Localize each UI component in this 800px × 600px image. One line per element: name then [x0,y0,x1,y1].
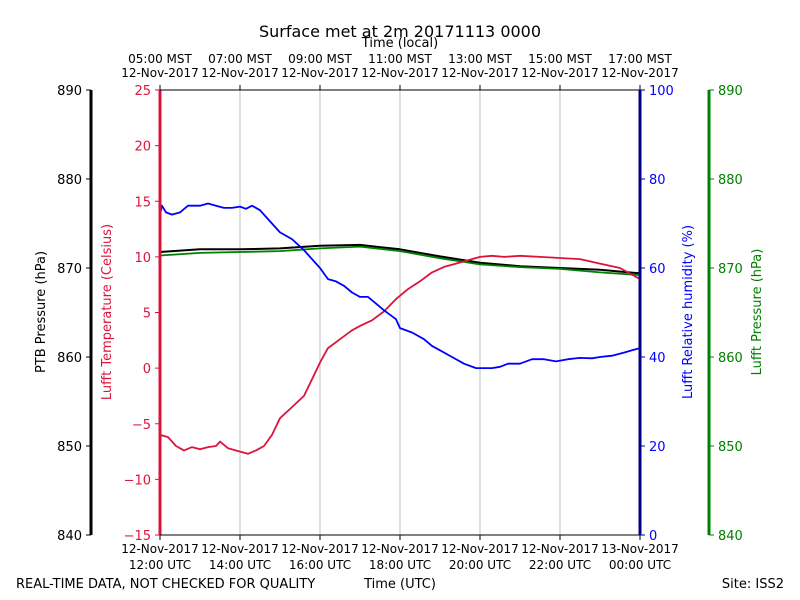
series-line-lufft-pressure [159,245,641,276]
series-line-lufft-temperature [159,254,641,455]
humidity-axis-label: Lufft Relative humidity (%) [681,225,696,399]
humidity-axis-tick-label: 100 [649,84,674,99]
humidity-axis-tick-label: 40 [649,351,666,366]
temperature-axis-tick-label: −15 [124,529,151,544]
bottom-axis-tick-date: 12-Nov-2017 [121,542,199,556]
top-axis-tick-time: 05:00 MST [128,52,192,66]
temperature-axis-tick-label: 20 [134,140,151,155]
footer-quality-note: REAL-TIME DATA, NOT CHECKED FOR QUALITY [16,577,315,592]
ticks-layer: 840 850 860 870 880 890 −15 −10 −5 0 5 10 15 20 25 0 20 4… [57,52,743,572]
lufft-pressure-axis-tick-label: 890 [718,84,743,99]
ptb-pressure-axis-tick-label: 850 [57,440,82,455]
top-axis-tick-date: 12-Nov-2017 [441,66,519,80]
top-axis-tick-date: 12-Nov-2017 [201,66,279,80]
bottom-axis-tick-time: 18:00 UTC [369,558,431,572]
bottom-axis-tick-date: 12-Nov-2017 [281,542,359,556]
top-axis-tick-time: 07:00 MST [208,52,272,66]
lufft-pressure-axis-tick-label: 850 [718,440,743,455]
top-axis-tick-date: 12-Nov-2017 [601,66,679,80]
bottom-axis-tick-date: 13-Nov-2017 [601,542,679,556]
bottom-axis-tick-time: 12:00 UTC [129,558,191,572]
temperature-axis-tick-label: 5 [143,307,151,322]
bottom-axis-tick-time: 20:00 UTC [449,558,511,572]
humidity-axis-tick-label: 80 [649,173,666,188]
lufft-pressure-axis-tick-label: 870 [718,262,743,277]
top-axis-tick-time: 17:00 MST [608,52,672,66]
ptb-pressure-axis-tick-label: 860 [57,351,82,366]
temperature-axis-tick-label: 0 [143,362,151,377]
temperature-axis-tick-label: −10 [124,473,151,488]
temperature-axis-label: Lufft Temperature (Celsius) [100,224,115,400]
ptb-pressure-axis-tick-label: 870 [57,262,82,277]
bottom-axis-tick-date: 12-Nov-2017 [201,542,279,556]
top-axis-tick-time: 09:00 MST [288,52,352,66]
ptb-pressure-axis-tick-label: 880 [57,173,82,188]
top-axis-tick-date: 12-Nov-2017 [121,66,199,80]
bottom-axis-tick-time: 00:00 UTC [609,558,671,572]
temperature-axis-tick-label: −5 [132,418,151,433]
bottom-axis-tick-date: 12-Nov-2017 [441,542,519,556]
humidity-axis-tick-label: 20 [649,440,666,455]
grid-layer [239,90,561,535]
bottom-axis-tick-date: 12-Nov-2017 [521,542,599,556]
temperature-axis-tick-label: 15 [134,195,151,210]
top-axis-tick-date: 12-Nov-2017 [361,66,439,80]
bottom-axis-tick-time: 16:00 UTC [289,558,351,572]
bottom-axis-tick-time: 22:00 UTC [529,558,591,572]
top-axis-tick-date: 12-Nov-2017 [281,66,359,80]
temperature-axis-tick-label: 25 [134,84,151,99]
lufft-pressure-axis-tick-label: 880 [718,173,743,188]
top-axis-tick-date: 12-Nov-2017 [521,66,599,80]
humidity-axis-tick-label: 0 [649,529,657,544]
lufft-pressure-axis-tick-label: 860 [718,351,743,366]
chart-title: Surface met at 2m 20171113 0000 [259,22,541,41]
bottom-axis-tick-time: 14:00 UTC [209,558,271,572]
humidity-axis-tick-label: 60 [649,262,666,277]
ptb-pressure-axis-tick-label: 840 [57,529,82,544]
lufft-pressure-axis-label: Lufft Pressure (hPa) [750,249,765,376]
series-layer [159,202,641,455]
top-axis-label: Time (local) [361,36,438,51]
top-axis-tick-time: 13:00 MST [448,52,512,66]
series-line-lufft-relative-humidity [159,202,641,369]
bottom-axis-tick-date: 12-Nov-2017 [361,542,439,556]
ptb-pressure-axis-label: PTB Pressure (hPa) [34,251,49,373]
top-axis-tick-time: 15:00 MST [528,52,592,66]
bottom-axis-label: Time (UTC) [363,577,436,592]
footer-site-label: Site: ISS2 [722,577,784,592]
temperature-axis-tick-label: 10 [134,251,151,266]
top-axis-tick-time: 11:00 MST [368,52,432,66]
lufft-pressure-axis-tick-label: 840 [718,529,743,544]
ptb-pressure-axis-tick-label: 890 [57,84,82,99]
